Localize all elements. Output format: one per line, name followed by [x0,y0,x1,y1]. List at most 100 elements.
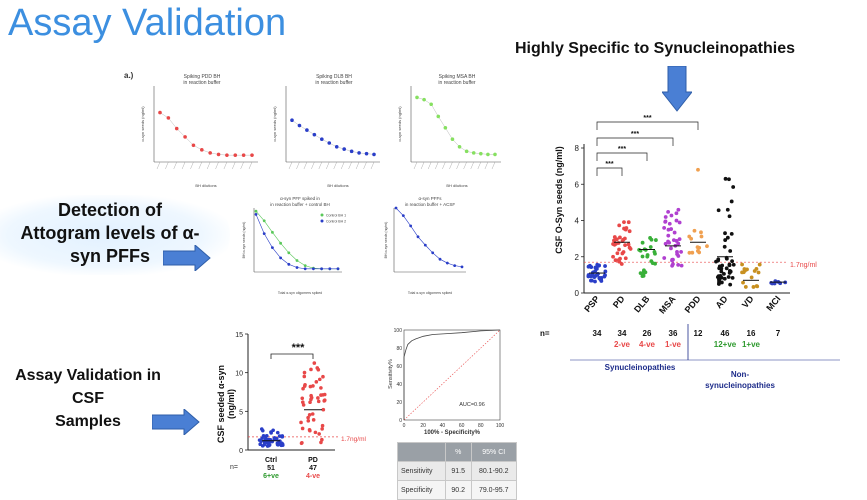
data-point [666,209,671,214]
data-point [695,245,700,250]
y-axis-label: BH α-syn seeds (ng/ml) [384,222,388,259]
data-point [622,220,626,225]
data-point [626,242,631,247]
data-point [727,177,731,182]
data-point [674,211,679,216]
tick-mark [442,161,446,170]
data-point [623,243,627,248]
data-point [741,280,745,285]
series-line [395,207,463,268]
data-point [679,263,684,268]
significance-marker: *** [605,161,613,168]
non-syn-label-1: Non- [731,370,750,379]
tick-mark [370,161,375,170]
data-point [312,267,315,271]
data-point [616,241,621,245]
data-point [663,241,668,246]
group-n: 51 [267,465,275,472]
roc-curve [403,329,501,420]
n-label: n= [540,329,550,338]
x-tick-label: 80 [478,423,484,429]
data-point [158,110,162,115]
stats-table: % 95% CI Sensitivity 91.5 80.1-90.2 Spec… [397,442,517,500]
data-point [757,262,762,267]
x-axis-label: Total α-syn oligomers spiked [278,291,322,295]
data-point [676,207,681,212]
data-point [438,257,442,261]
x-axis-label: BH dilutions [446,183,467,188]
data-point [663,215,668,219]
data-point [588,274,593,279]
ctrl-point [260,436,264,440]
tick-mark [435,161,439,170]
significance-bracket [596,121,699,130]
csf-validation-label: Assay Validation in CSF Samples [0,364,178,433]
data-point [233,153,238,157]
data-point [297,123,302,128]
data-point [616,258,621,263]
y-tick-label: 15 [235,332,243,339]
tick-mark [181,161,186,170]
table-header: % 95% CI [397,442,517,462]
pd-point [316,396,320,400]
data-point [422,97,426,102]
pd-point [301,403,306,407]
tick-mark [206,161,211,170]
x-tick-label: 60 [459,423,465,429]
group-n: 12 [694,329,703,338]
data-point [727,262,732,267]
data-point [627,229,632,234]
pd-point [301,386,305,391]
data-point [648,236,652,240]
data-point [287,251,291,255]
y-tick-label: 60 [396,364,402,370]
data-point [671,262,675,267]
group-name: PSP [582,294,601,314]
pd-point [308,400,312,405]
data-point [372,152,376,157]
chart-title-2: in reaction buffer + ACSF [405,202,456,207]
right-arrow-icon [163,245,211,271]
data-point [690,250,695,255]
data-point [740,262,744,267]
data-point [687,234,692,239]
data-point [593,279,597,284]
pd-point [320,423,325,428]
y-tick-label: 5 [239,409,243,416]
tick-mark [173,161,177,170]
data-point [672,230,677,235]
data-point [334,145,339,149]
data-point [749,275,754,280]
y-tick-label: 10 [235,371,243,378]
data-point [591,270,595,275]
pd-point [322,392,327,397]
y-axis-label: α-syn seeds (ng/ml) [397,106,402,142]
slide-title: Assay Validation [8,2,287,44]
data-point [225,153,229,157]
y-axis-label-1: CSF seeded α-syn [216,365,226,443]
ctrl-point [277,434,282,438]
legend-1: Control BH 1 [326,214,346,218]
data-point [742,268,747,273]
x-axis-label: Total α-syn oligomers spiked [408,291,452,295]
pd-point [306,415,310,420]
data-point [676,241,681,246]
data-point [697,250,702,255]
cutoff-label: 1.7ng/ml [790,262,817,269]
cutoff-label: 1.7ng/ml [341,436,366,443]
data-point [724,266,729,271]
data-point [320,137,324,141]
data-point [722,276,727,281]
data-point [429,102,433,107]
data-point [303,267,307,271]
y-axis-label: BH α-syn seeds (ng/ml) [242,222,246,259]
group-note: 4-ve [639,340,656,349]
data-point [662,256,667,260]
data-point [262,219,266,223]
detection-line-2: Attogram levels of α- [20,223,200,243]
data-point [479,151,483,156]
data-point [364,151,369,156]
legend-2: Control BH 2 [326,220,346,224]
data-point [328,267,332,271]
ctrl-point [275,430,280,435]
